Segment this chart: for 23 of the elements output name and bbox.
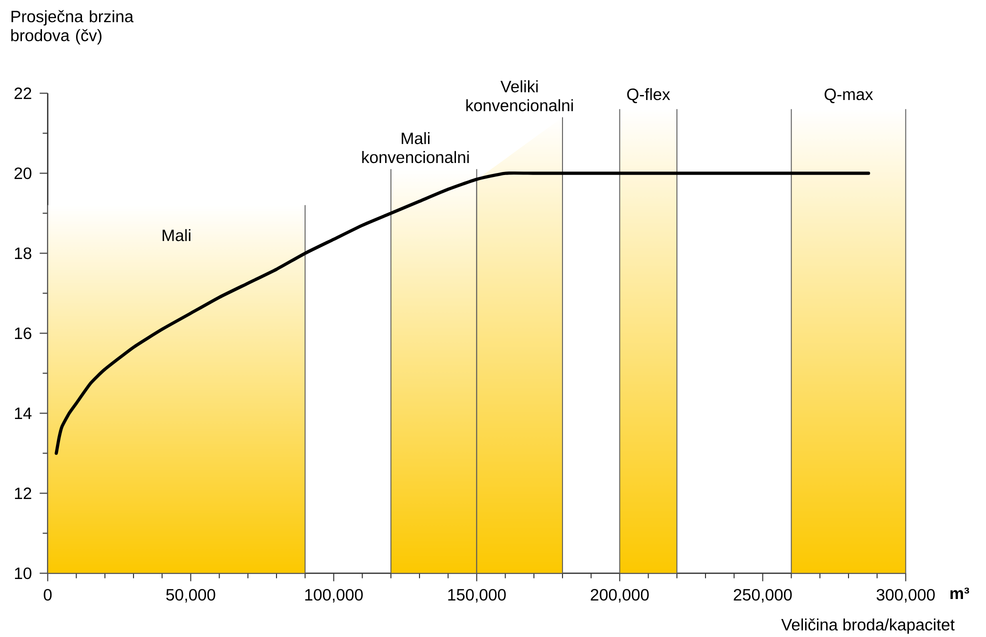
x-tick-label: 200,000 [590, 588, 649, 603]
x-tick-label: 300,000 [876, 588, 935, 603]
band-label: Mali konvencionalni [362, 132, 469, 164]
y-tick-label: 14 [14, 408, 32, 419]
y-tick-label: 18 [14, 247, 32, 260]
text: m³ [950, 588, 970, 600]
x-tick-label: 50,000 [166, 588, 216, 603]
band-label: Q-flex [627, 88, 670, 104]
band-label: Mali [162, 229, 190, 242]
y-tick-label: 20 [14, 167, 32, 180]
y-tick-label: 12 [14, 488, 32, 500]
line-series [54, 171, 870, 455]
band-label: Veliki konvencionalni [466, 80, 573, 112]
x-tick-label: 0 [44, 588, 52, 601]
band-label: Q-max [824, 88, 873, 104]
y-tick-label: 16 [14, 327, 32, 340]
y-axis-title: Prosječna brzina brodova (čv) [11, 10, 134, 44]
x-axis-title: Veličina broda/kapacitet [781, 618, 955, 634]
y-tick-label: 22 [14, 88, 32, 100]
y-tick-label: 10 [14, 567, 32, 580]
x-tick-label: 250,000 [734, 588, 792, 603]
x-tick-label: 100,000 [305, 588, 363, 603]
x-tick-label: 150,000 [448, 588, 506, 603]
